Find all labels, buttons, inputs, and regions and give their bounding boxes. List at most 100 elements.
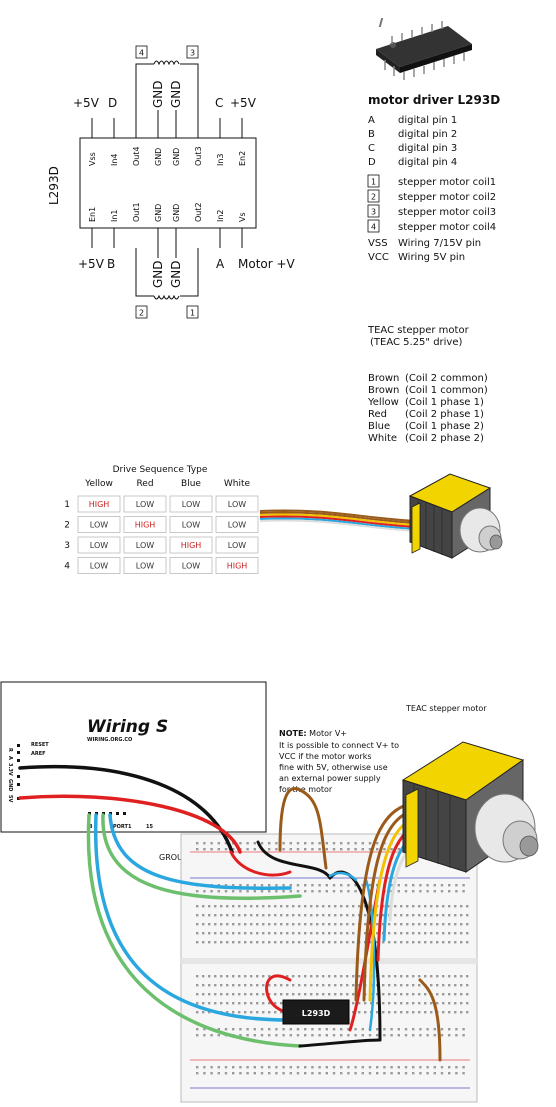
breadboard-hole xyxy=(304,914,307,917)
breadboard-hole xyxy=(296,1066,300,1069)
breadboard-hole xyxy=(332,890,336,893)
sequence-cell xyxy=(169,536,213,554)
breadboard-hole xyxy=(208,984,211,987)
breadboard-hole xyxy=(460,1011,463,1014)
breadboard-hole xyxy=(382,1011,385,1014)
coil-2-box xyxy=(135,305,148,319)
breadboard-hole xyxy=(419,884,422,887)
breadboard-hole xyxy=(296,1034,300,1037)
breadboard-hole xyxy=(232,984,235,987)
breadboard-hole xyxy=(376,848,379,851)
breadboard-hole xyxy=(226,975,229,978)
breadboard-hole xyxy=(436,932,439,935)
breadboard-hole xyxy=(334,932,337,935)
breadboard-hole xyxy=(436,975,439,978)
breadboard-hole xyxy=(292,975,295,978)
pin-bottom-3: Out1 xyxy=(132,202,141,222)
breadboard-hole xyxy=(358,975,361,978)
wire-black-bottom xyxy=(298,1038,382,1048)
breadboard-hole xyxy=(238,905,241,908)
breadboard-hole xyxy=(328,984,331,987)
breadboard-hole xyxy=(442,905,445,908)
breadboard-hole xyxy=(292,914,295,917)
breadboard-hole xyxy=(268,1028,271,1031)
breadboard-hole xyxy=(268,884,271,887)
motor-label: TEAC stepper motor xyxy=(405,704,487,713)
breadboard-hole xyxy=(352,923,355,926)
breadboard-hole xyxy=(304,941,307,944)
breadboard-hole xyxy=(250,932,253,935)
breadboard-hole xyxy=(226,984,229,987)
breadboard-hole xyxy=(419,890,422,893)
board-pin-label: 5V xyxy=(7,795,13,802)
breadboard-hole xyxy=(412,984,415,987)
stepper-motor-illustration xyxy=(259,473,503,559)
breadboard-hole xyxy=(361,848,364,851)
breadboard-hole xyxy=(394,993,397,996)
breadboard-hole xyxy=(454,975,457,978)
breadboard-hole xyxy=(246,884,249,887)
breadboard-hole xyxy=(250,914,253,917)
breadboard-hole xyxy=(296,842,300,845)
breadboard-hole xyxy=(282,1066,285,1069)
breadboard-hole xyxy=(418,975,421,978)
breadboard-hole xyxy=(332,1028,336,1031)
breadboard-hole xyxy=(304,932,307,935)
breadboard-hole xyxy=(400,993,403,996)
breadboard-hole xyxy=(203,890,206,893)
bottom-label-motor: Motor +V xyxy=(238,257,296,271)
legend-coil-value: stepper motor coil3 xyxy=(398,207,496,218)
breadboard-hole xyxy=(436,923,439,926)
breadboard-hole xyxy=(400,1002,403,1005)
breadboard-hole xyxy=(286,984,289,987)
breadboard-hole xyxy=(454,1011,457,1014)
board-aref-label: AREF xyxy=(31,751,46,757)
breadboard-hole xyxy=(406,923,409,926)
breadboard-hole xyxy=(424,923,427,926)
breadboard-hole xyxy=(210,848,213,851)
breadboard-hole xyxy=(390,1028,393,1031)
sequence-cell-value: HIGH xyxy=(181,541,202,550)
breadboard-hole xyxy=(214,932,217,935)
breadboard-hole xyxy=(332,842,336,845)
breadboard-hole xyxy=(448,914,451,917)
breadboard-hole xyxy=(394,984,397,987)
chip-on-board xyxy=(282,999,350,1025)
breadboard-hole xyxy=(250,941,253,944)
port-end-label: 15 xyxy=(146,824,153,830)
breadboard-hole xyxy=(250,923,253,926)
sequence-cell-value: HIGH xyxy=(89,500,110,509)
breadboard-hole xyxy=(298,984,301,987)
breadboard-hole xyxy=(232,941,235,944)
breadboard-hole xyxy=(406,1002,409,1005)
breadboard-hole xyxy=(217,842,220,845)
coil-top-inductor xyxy=(153,60,180,66)
breadboard-hole xyxy=(454,941,457,944)
breadboard-hole xyxy=(202,1011,205,1014)
breadboard-hole xyxy=(361,1066,364,1069)
breadboard-hole xyxy=(376,842,379,845)
breadboard-hole xyxy=(310,984,313,987)
breadboard-hole xyxy=(203,842,206,845)
breadboard-hole xyxy=(253,1072,256,1075)
breadboard-hole xyxy=(268,1072,271,1075)
breadboard-hole xyxy=(340,932,343,935)
breadboard-hole xyxy=(388,923,391,926)
wire-color: Blue xyxy=(368,421,390,432)
sequence-cell-value: LOW xyxy=(228,541,246,550)
breadboard-hole xyxy=(368,884,372,887)
breadboard-hole xyxy=(244,1002,247,1005)
legend-power-value: Wiring 5V pin xyxy=(398,252,465,263)
breadboard-hole xyxy=(214,984,217,987)
breadboard-hole xyxy=(253,842,256,845)
breadboard-hole xyxy=(394,1011,397,1014)
breadboard-hole xyxy=(196,993,199,996)
breadboard-hole xyxy=(376,1034,379,1037)
breadboard-hole xyxy=(322,905,325,908)
breadboard-hole xyxy=(296,848,300,851)
breadboard-hole xyxy=(311,1072,314,1075)
breadboard-hole xyxy=(232,884,235,887)
breadboard-hole xyxy=(383,848,386,851)
breadboard-hole xyxy=(383,1034,386,1037)
